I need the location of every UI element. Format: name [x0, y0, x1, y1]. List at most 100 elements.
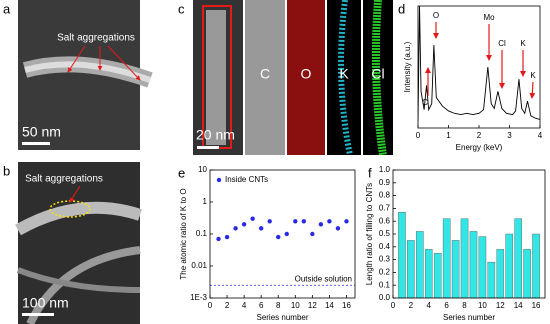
x-tick-label: 12	[496, 301, 505, 310]
reference-label: Outside solution	[295, 274, 352, 283]
bar	[469, 231, 478, 299]
legend-label: Inside CNTs	[225, 175, 268, 184]
image-a	[18, 0, 153, 150]
x-tick-label: 2	[225, 301, 230, 310]
peak-label: K	[530, 71, 536, 80]
y-tick-label: 0.4	[379, 242, 391, 251]
x-tick-label: 16	[342, 301, 351, 310]
y-tick-label: 0.7	[379, 204, 391, 213]
scale-bar-label: 100 nm	[22, 295, 69, 311]
x-tick-label: 6	[444, 301, 449, 310]
y-tick-label: 0.9	[379, 178, 391, 187]
y-tick-label: 0.3	[379, 255, 391, 264]
panel-label: f	[368, 165, 372, 180]
panel-label: d	[398, 1, 405, 16]
y-tick-label: 1	[203, 197, 208, 206]
bar	[442, 218, 451, 299]
point	[233, 226, 238, 231]
y-axis-label: The atomic ratio of K to O	[179, 188, 188, 279]
axes-frame	[392, 169, 546, 299]
point	[318, 222, 324, 227]
point	[224, 234, 230, 240]
x-tick-label: 10	[478, 301, 487, 310]
bar	[460, 218, 469, 299]
panel-label: c	[178, 1, 185, 16]
axes-frame	[417, 5, 541, 129]
x-axis-label: Series number	[443, 313, 495, 322]
y-tick-label: 10	[198, 165, 207, 174]
y-tick-label: 0.6	[379, 216, 391, 225]
bar	[416, 231, 424, 299]
y-tick-label: 0.1	[379, 280, 391, 289]
peak-label: K	[520, 39, 526, 48]
bar	[514, 218, 522, 299]
x-tick-label: 14	[325, 301, 334, 310]
legend-marker	[216, 177, 222, 183]
y-tick-label: 0.01	[191, 261, 207, 270]
point	[301, 219, 307, 224]
x-tick-label: 12	[308, 301, 317, 310]
bar	[398, 212, 406, 299]
point	[335, 226, 341, 231]
x-tick-label: 8	[276, 301, 281, 310]
point	[250, 216, 255, 221]
bar	[487, 261, 496, 299]
x-tick-label: 14	[514, 301, 523, 310]
x-tick-label: 2	[477, 131, 482, 140]
y-tick-label: 0.1	[196, 229, 208, 238]
bar	[478, 236, 487, 299]
bar	[505, 233, 514, 299]
y-tick-label: 1.0	[379, 165, 391, 174]
x-tick-label: 3	[507, 131, 512, 140]
point	[327, 219, 332, 224]
x-tick-label: 4	[427, 301, 432, 310]
point	[344, 219, 349, 224]
x-tick-label: 0	[208, 301, 213, 310]
y-axis-label: Length ratio of filling to CNTs	[365, 183, 374, 285]
bar	[424, 249, 433, 299]
y-tick-label: 0.5	[379, 229, 391, 238]
x-tick-label: 4	[538, 131, 543, 140]
bar	[433, 252, 442, 299]
x-tick-label: 8	[462, 301, 467, 310]
point	[276, 234, 281, 240]
bar	[451, 240, 460, 299]
x-tick-label: 6	[259, 301, 264, 310]
peak-label: O	[433, 11, 439, 20]
x-tick-label: 2	[409, 301, 414, 310]
peak-label: C	[422, 98, 428, 107]
y-tick-label: 1E-3	[190, 293, 207, 302]
panel-label: e	[178, 165, 185, 180]
point	[310, 231, 315, 237]
bar	[532, 233, 540, 299]
bar	[407, 240, 415, 299]
x-axis-label: Energy (keV)	[456, 143, 503, 152]
x-axis-label: Series number	[256, 313, 308, 322]
point	[267, 219, 272, 224]
bar	[523, 249, 531, 299]
peak-label: Mo	[483, 13, 495, 22]
x-tick-label: 16	[532, 301, 541, 310]
point	[241, 222, 247, 227]
point	[216, 236, 221, 242]
y-tick-label: 0.0	[379, 293, 391, 302]
map-label: Cl	[371, 66, 384, 82]
annotation: Salt aggregations	[57, 33, 135, 44]
y-tick-label: 0.8	[379, 191, 391, 200]
annotation: Salt aggregations	[25, 174, 103, 185]
image-b	[15, 162, 142, 324]
peak-arrow	[529, 81, 536, 99]
panel-label: a	[3, 1, 11, 16]
bar	[496, 249, 505, 299]
x-tick-label: 1	[446, 131, 451, 140]
point	[284, 231, 289, 237]
scale-bar-label: 50 nm	[22, 124, 61, 140]
peak-label: Cl	[498, 39, 506, 48]
panel-label: b	[3, 163, 10, 178]
scale-bar-label: 20 nm	[196, 127, 235, 143]
x-tick-label: 4	[242, 301, 247, 310]
map-label: C	[260, 66, 270, 82]
map-label: K	[339, 66, 349, 82]
y-axis-label: Intensity (a.u.)	[403, 41, 412, 92]
